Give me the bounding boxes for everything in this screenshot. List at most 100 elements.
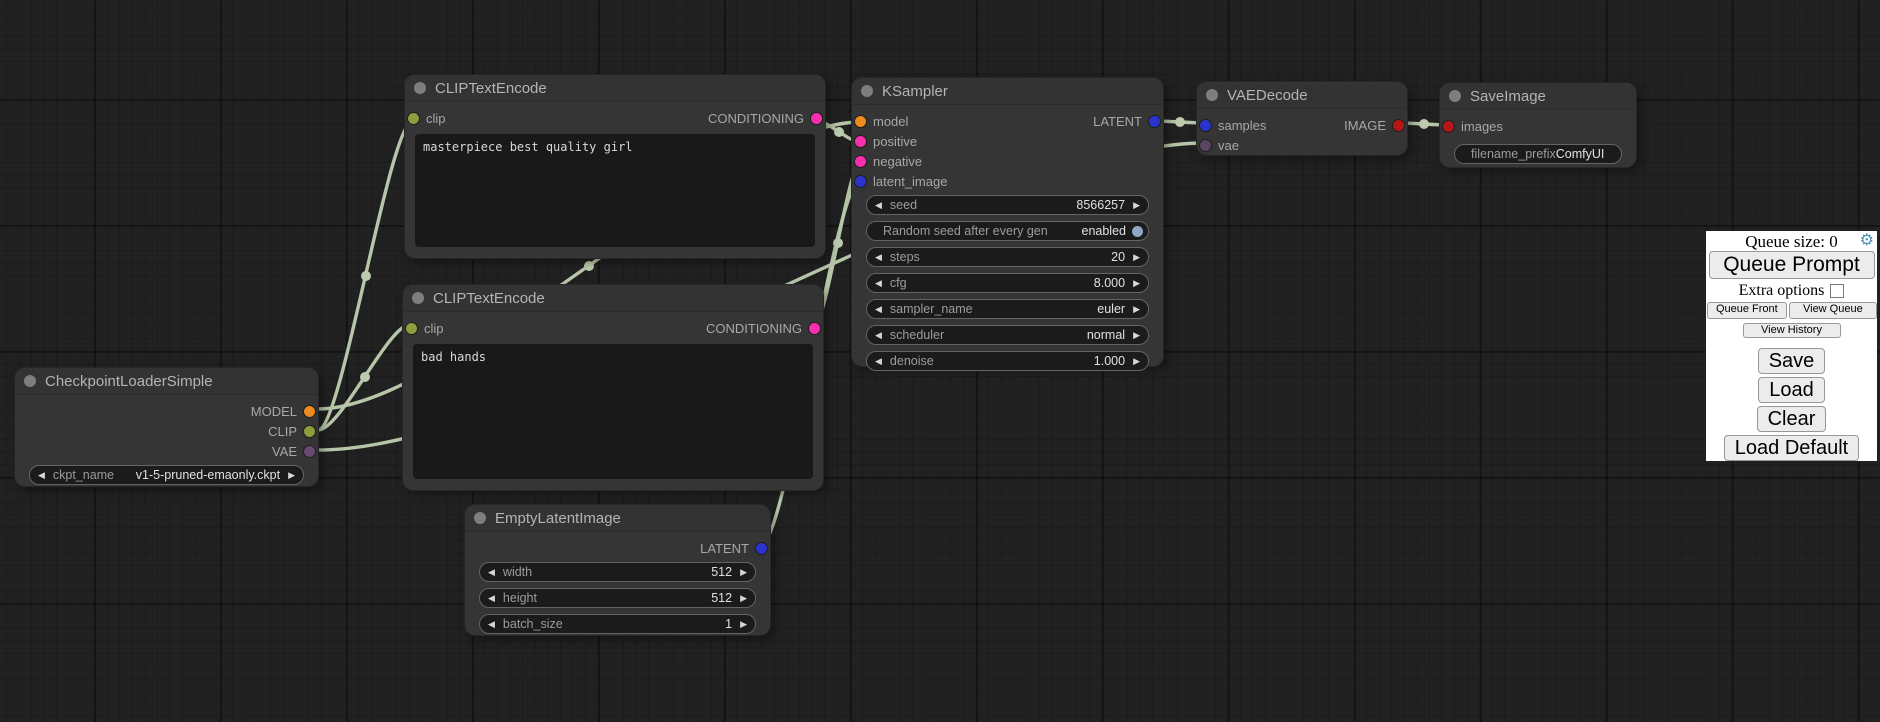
settings-gear-icon[interactable]: ⚙ (1859, 230, 1874, 249)
widget-denoise[interactable]: ◀ denoise 1.000 ▶ (866, 351, 1149, 371)
input-slot-dot-clip[interactable] (408, 112, 419, 124)
queue-prompt-button[interactable]: Queue Prompt (1708, 251, 1875, 279)
widget-width[interactable]: ◀ width 512 ▶ (479, 562, 756, 582)
increment-arrow-icon[interactable]: ▶ (1133, 330, 1140, 340)
decrement-arrow-icon[interactable]: ◀ (875, 304, 882, 314)
toggle-dot-icon[interactable] (1132, 225, 1143, 237)
output-slot-dot-CONDITIONING[interactable] (811, 112, 822, 124)
node-save-image[interactable]: SaveImage images filename_prefix ComfyUI (1440, 83, 1636, 167)
widget-value: 512 (711, 591, 733, 605)
widget-seed[interactable]: ◀ seed 8566257 ▶ (866, 195, 1149, 215)
node-title-bar[interactable]: VAEDecode (1197, 82, 1407, 109)
increment-arrow-icon[interactable]: ▶ (740, 619, 747, 629)
output-slot-dot-MODEL[interactable] (304, 405, 315, 417)
widget-label: width (502, 565, 533, 579)
input-slot-dot-vae[interactable] (1200, 139, 1211, 151)
output-slot-dot-IMAGE[interactable] (1393, 119, 1404, 131)
node-title-bar[interactable]: CheckpointLoaderSimple (15, 368, 318, 395)
decrement-arrow-icon[interactable]: ◀ (488, 567, 495, 577)
load-button[interactable]: Load (1758, 377, 1825, 403)
widget-value: euler (1097, 302, 1126, 316)
node-title-bar[interactable]: CLIPTextEncode (403, 285, 823, 312)
view-queue-button[interactable]: View Queue (1789, 302, 1877, 319)
extra-options-checkbox[interactable] (1830, 283, 1845, 298)
collapse-dot-icon[interactable] (861, 85, 873, 97)
increment-arrow-icon[interactable]: ▶ (1133, 304, 1140, 314)
widget-label: cfg (889, 276, 907, 290)
queue-front-button[interactable]: Queue Front (1706, 302, 1788, 319)
collapse-dot-icon[interactable] (1449, 90, 1461, 102)
decrement-arrow-icon[interactable]: ◀ (875, 278, 882, 288)
node-clip-text-encode-negative[interactable]: CLIPTextEncode clip CONDITIONING bad hand… (403, 285, 823, 490)
input-slot-label: vae (1218, 137, 1239, 153)
widget-label: ckpt_name (52, 468, 115, 482)
collapse-dot-icon[interactable] (24, 375, 36, 387)
node-vae-decode[interactable]: VAEDecode samples IMAGE vae (1197, 82, 1407, 155)
widget-label: Random seed after every gen (883, 224, 1048, 238)
node-clip-text-encode-positive[interactable]: CLIPTextEncode clip CONDITIONING masterpi… (405, 75, 825, 258)
input-slot-label: model (873, 113, 909, 129)
slot-row: images (1440, 116, 1636, 136)
output-slot-label: VAE (271, 443, 297, 459)
node-title: EmptyLatentImage (495, 509, 621, 527)
node-empty-latent-image[interactable]: EmptyLatentImage LATENT ◀ width 512 ▶ ◀ heigh… (465, 505, 770, 635)
output-slot-dot-CONDITIONING[interactable] (809, 322, 820, 334)
output-slot-label: LATENT (1093, 113, 1142, 129)
decrement-arrow-icon[interactable]: ◀ (875, 252, 882, 262)
decrement-arrow-icon[interactable]: ◀ (875, 330, 882, 340)
decrement-arrow-icon[interactable]: ◀ (38, 470, 45, 480)
widget-scheduler[interactable]: ◀ scheduler normal ▶ (866, 325, 1149, 345)
input-slot-dot-latent_image[interactable] (855, 175, 866, 187)
widget-height[interactable]: ◀ height 512 ▶ (479, 588, 756, 608)
node-title-bar[interactable]: KSampler (852, 78, 1163, 105)
collapse-dot-icon[interactable] (474, 512, 486, 524)
output-slot-dot-LATENT[interactable] (1149, 115, 1160, 127)
clear-button[interactable]: Clear (1756, 406, 1827, 432)
output-slot-dot-VAE[interactable] (304, 445, 315, 457)
node-title-bar[interactable]: SaveImage (1440, 83, 1636, 110)
output-slot-dot-CLIP[interactable] (304, 425, 315, 437)
widget-cfg[interactable]: ◀ cfg 8.000 ▶ (866, 273, 1149, 293)
increment-arrow-icon[interactable]: ▶ (1133, 200, 1140, 210)
widget-sampler_name[interactable]: ◀ sampler_name euler ▶ (866, 299, 1149, 319)
input-slot-dot-positive[interactable] (855, 135, 866, 147)
widget-ckpt_name[interactable]: ◀ ckpt_name v1-5-pruned-emaonly.ckpt ▶ (29, 465, 304, 485)
prompt-textarea[interactable]: masterpiece best quality girl (415, 134, 815, 247)
output-slot-label: CONDITIONING (707, 110, 804, 126)
input-slot-dot-samples[interactable] (1200, 119, 1211, 131)
widget-random-seed-after-every-gen[interactable]: Random seed after every gen enabled (866, 221, 1149, 241)
decrement-arrow-icon[interactable]: ◀ (488, 593, 495, 603)
view-history-button[interactable]: View History (1742, 323, 1841, 338)
collapse-dot-icon[interactable] (414, 82, 426, 94)
increment-arrow-icon[interactable]: ▶ (740, 567, 747, 577)
output-slot-dot-LATENT[interactable] (756, 542, 767, 554)
node-checkpoint-loader-simple[interactable]: CheckpointLoaderSimple MODEL CLIP VAE ◀ ckp… (15, 368, 318, 486)
widget-label: filename_prefix (1471, 147, 1556, 161)
decrement-arrow-icon[interactable]: ◀ (875, 356, 882, 366)
increment-arrow-icon[interactable]: ▶ (1133, 278, 1140, 288)
input-slot-dot-negative[interactable] (855, 155, 866, 167)
input-slot-dot-clip[interactable] (406, 322, 417, 334)
node-title-bar[interactable]: EmptyLatentImage (465, 505, 770, 532)
input-slot-dot-model[interactable] (855, 115, 866, 127)
increment-arrow-icon[interactable]: ▶ (1133, 356, 1140, 366)
widget-batch_size[interactable]: ◀ batch_size 1 ▶ (479, 614, 756, 634)
widget-filename_prefix[interactable]: filename_prefix ComfyUI (1454, 144, 1622, 164)
prompt-textarea[interactable]: bad hands (413, 344, 813, 479)
load-default-button[interactable]: Load Default (1723, 435, 1860, 461)
increment-arrow-icon[interactable]: ▶ (288, 470, 295, 480)
increment-arrow-icon[interactable]: ▶ (1133, 252, 1140, 262)
save-button[interactable]: Save (1757, 348, 1826, 374)
extra-options-label: Extra options (1738, 281, 1825, 299)
widget-steps[interactable]: ◀ steps 20 ▶ (866, 247, 1149, 267)
input-slot-label: samples (1218, 117, 1267, 133)
decrement-arrow-icon[interactable]: ◀ (488, 619, 495, 629)
collapse-dot-icon[interactable] (412, 292, 424, 304)
collapse-dot-icon[interactable] (1206, 89, 1218, 101)
node-title-bar[interactable]: CLIPTextEncode (405, 75, 825, 102)
node-ksampler[interactable]: KSampler model LATENT positive negative late… (852, 78, 1163, 371)
increment-arrow-icon[interactable]: ▶ (740, 593, 747, 603)
input-slot-dot-images[interactable] (1443, 120, 1454, 132)
decrement-arrow-icon[interactable]: ◀ (875, 200, 882, 210)
